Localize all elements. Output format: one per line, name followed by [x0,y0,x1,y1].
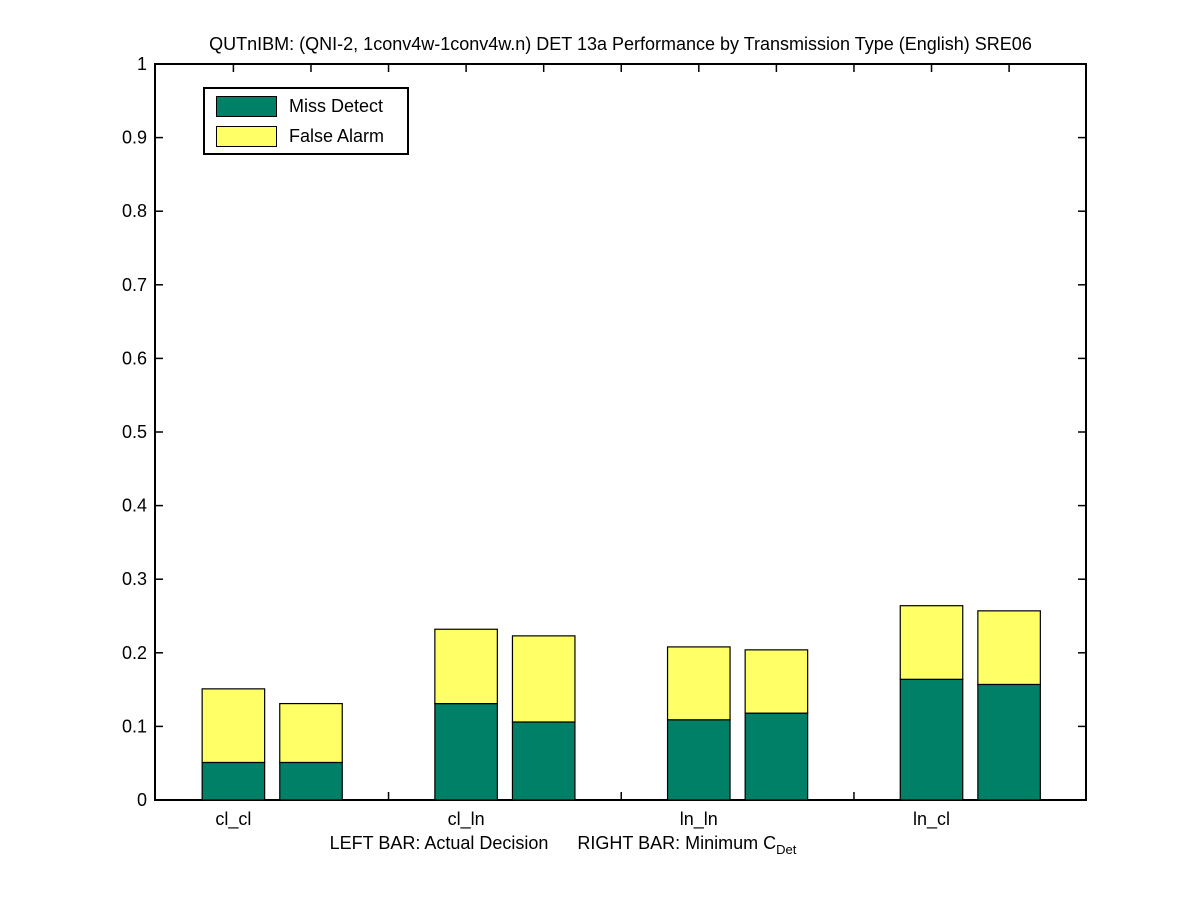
x-tick-label-cl-ln: cl_ln [448,809,485,830]
bar-left-miss-detect-ln-ln [666,719,731,801]
legend: Miss Detect False Alarm [203,87,409,155]
y-tick-label: 0.3 [122,569,147,589]
bar-left-false-alarm-ln-ln [666,646,731,721]
xlabel-right-text: RIGHT BAR: Minimum C [577,833,777,853]
y-tick-label: 0.6 [122,348,147,368]
x-tick-label-ln-ln: ln_ln [680,809,718,830]
bar-left-false-alarm-cl-ln [434,628,498,705]
x-axis-caption: LEFT BAR: Actual Decision RIGHT BAR: Mini… [155,833,971,857]
bar-right-false-alarm-ln-ln [744,649,809,714]
bar-left-false-alarm-cl-cl [201,688,266,764]
bar-left-miss-detect-ln-cl [899,678,964,801]
legend-swatch-miss-detect [216,96,277,117]
bar-right-miss-detect-cl-ln [511,721,576,801]
y-tick-label: 0 [137,790,147,810]
bar-left-miss-detect-cl-ln [434,702,498,801]
xlabel-left-text: LEFT BAR: Actual Decision [329,833,549,853]
bar-left-miss-detect-cl-cl [201,761,266,801]
bar-right-false-alarm-ln-cl [977,610,1041,686]
x-tick-label-ln-cl: ln_cl [913,809,950,830]
x-tick-label-cl-cl: cl_cl [215,809,251,830]
y-tick-label: 0.8 [122,201,147,221]
plot-border [154,63,1087,801]
y-tick-label: 0.1 [122,716,147,736]
bar-left-false-alarm-ln-cl [899,605,964,680]
bar-right-false-alarm-cl-ln [511,635,576,723]
y-tick-label: 1 [137,54,147,74]
bar-right-miss-detect-ln-cl [977,683,1041,801]
y-tick-label: 0.7 [122,275,147,295]
xlabel-subscript: Det [776,842,797,857]
legend-label-false-alarm: False Alarm [289,126,385,146]
bar-right-false-alarm-cl-cl [279,702,343,764]
chart-title: QUTnIBM: (QNI-2, 1conv4w-1conv4w.n) DET … [209,34,1032,54]
legend-swatch-false-alarm [216,126,277,147]
legend-label-miss-detect: Miss Detect [289,96,384,116]
bar-right-miss-detect-cl-cl [279,761,343,801]
y-tick-label: 0.4 [122,496,147,516]
y-tick-label: 0.9 [122,128,147,148]
y-tick-label: 0.5 [122,422,147,442]
y-tick-label: 0.2 [122,643,147,663]
bar-right-miss-detect-ln-ln [744,712,809,801]
